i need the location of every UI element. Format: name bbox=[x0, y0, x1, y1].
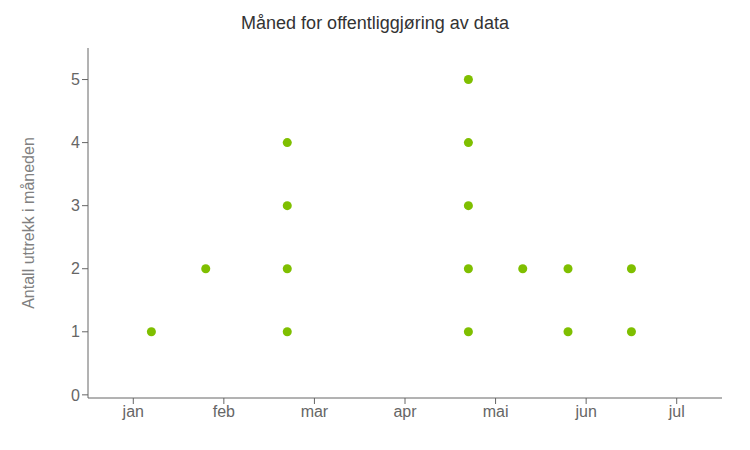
svg-text:3: 3 bbox=[71, 197, 80, 214]
svg-text:feb: feb bbox=[213, 403, 235, 420]
svg-text:4: 4 bbox=[71, 134, 80, 151]
svg-text:jul: jul bbox=[668, 403, 685, 420]
svg-text:1: 1 bbox=[71, 323, 80, 340]
svg-text:Antall uttrekk i måneden: Antall uttrekk i måneden bbox=[20, 137, 37, 309]
html-text:Måned for offentliggjøring av: Måned for offentliggjøring av data bbox=[241, 13, 509, 33]
svg-text:jun: jun bbox=[574, 403, 596, 420]
svg-text:5: 5 bbox=[71, 71, 80, 88]
svg-text:mar: mar bbox=[301, 403, 329, 420]
svg-text:2: 2 bbox=[71, 260, 80, 277]
svg-text:jan: jan bbox=[122, 403, 144, 420]
svg-text:0: 0 bbox=[71, 387, 80, 404]
svg-text:mai: mai bbox=[483, 403, 509, 420]
svg-text:apr: apr bbox=[393, 403, 417, 420]
